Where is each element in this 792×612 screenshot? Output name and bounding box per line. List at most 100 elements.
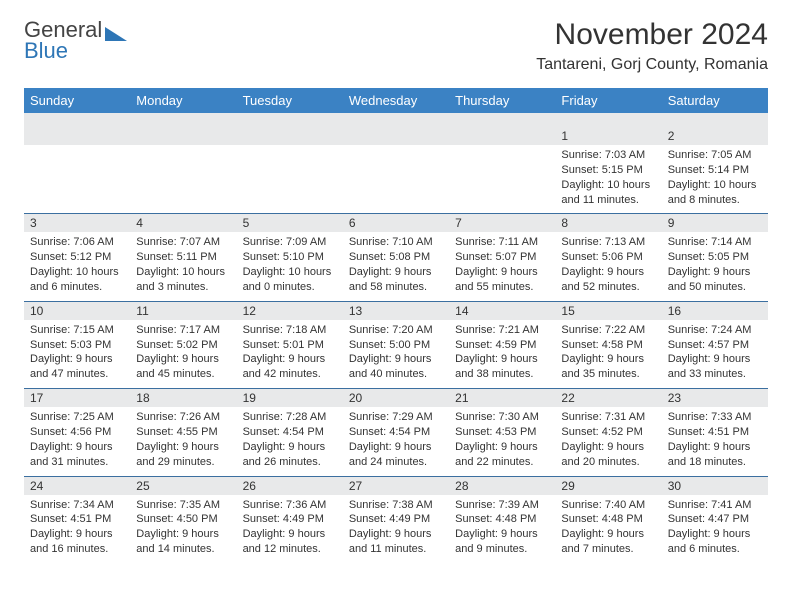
sunset-text: Sunset: 4:59 PM bbox=[455, 338, 549, 353]
day-number: 28 bbox=[449, 477, 555, 495]
day-header-thu: Thursday bbox=[449, 88, 555, 113]
sunset-text: Sunset: 5:00 PM bbox=[349, 338, 443, 353]
title-block: November 2024 Tantareni, Gorj County, Ro… bbox=[536, 18, 768, 74]
day-number: 24 bbox=[24, 477, 130, 495]
day-cell: 12Sunrise: 7:18 AMSunset: 5:01 PMDayligh… bbox=[237, 302, 343, 388]
day-details: Sunrise: 7:28 AMSunset: 4:54 PMDaylight:… bbox=[237, 407, 343, 475]
day-number: 27 bbox=[343, 477, 449, 495]
sunrise-text: Sunrise: 7:07 AM bbox=[136, 235, 230, 250]
day-cell: 1Sunrise: 7:03 AMSunset: 5:15 PMDaylight… bbox=[555, 127, 661, 213]
sunrise-text: Sunrise: 7:26 AM bbox=[136, 410, 230, 425]
day-number: 13 bbox=[343, 302, 449, 320]
sunset-text: Sunset: 4:48 PM bbox=[561, 512, 655, 527]
sunset-text: Sunset: 5:08 PM bbox=[349, 250, 443, 265]
daylight-text: Daylight: 9 hours and 47 minutes. bbox=[30, 352, 124, 382]
sunrise-text: Sunrise: 7:20 AM bbox=[349, 323, 443, 338]
day-number: 4 bbox=[130, 214, 236, 232]
daylight-text: Daylight: 9 hours and 45 minutes. bbox=[136, 352, 230, 382]
day-number: 6 bbox=[343, 214, 449, 232]
day-number: 3 bbox=[24, 214, 130, 232]
sunrise-text: Sunrise: 7:17 AM bbox=[136, 323, 230, 338]
sunrise-text: Sunrise: 7:03 AM bbox=[561, 148, 655, 163]
day-details: Sunrise: 7:06 AMSunset: 5:12 PMDaylight:… bbox=[24, 232, 130, 300]
day-cell: 3Sunrise: 7:06 AMSunset: 5:12 PMDaylight… bbox=[24, 214, 130, 300]
day-details: Sunrise: 7:22 AMSunset: 4:58 PMDaylight:… bbox=[555, 320, 661, 388]
sunrise-text: Sunrise: 7:30 AM bbox=[455, 410, 549, 425]
location-subtitle: Tantareni, Gorj County, Romania bbox=[536, 56, 768, 74]
daylight-text: Daylight: 9 hours and 58 minutes. bbox=[349, 265, 443, 295]
sunset-text: Sunset: 4:47 PM bbox=[668, 512, 762, 527]
sunrise-text: Sunrise: 7:22 AM bbox=[561, 323, 655, 338]
sunset-text: Sunset: 5:03 PM bbox=[30, 338, 124, 353]
brand-logo: General Blue bbox=[24, 18, 127, 62]
sunset-text: Sunset: 5:02 PM bbox=[136, 338, 230, 353]
daylight-text: Daylight: 9 hours and 22 minutes. bbox=[455, 440, 549, 470]
day-number: 11 bbox=[130, 302, 236, 320]
daylight-text: Daylight: 9 hours and 11 minutes. bbox=[349, 527, 443, 557]
month-title: November 2024 bbox=[536, 18, 768, 52]
day-number bbox=[237, 127, 343, 145]
day-number: 21 bbox=[449, 389, 555, 407]
day-cell: 28Sunrise: 7:39 AMSunset: 4:48 PMDayligh… bbox=[449, 477, 555, 563]
day-cell: 7Sunrise: 7:11 AMSunset: 5:07 PMDaylight… bbox=[449, 214, 555, 300]
sunset-text: Sunset: 5:01 PM bbox=[243, 338, 337, 353]
sunrise-text: Sunrise: 7:35 AM bbox=[136, 498, 230, 513]
day-cell: 13Sunrise: 7:20 AMSunset: 5:00 PMDayligh… bbox=[343, 302, 449, 388]
sunrise-text: Sunrise: 7:11 AM bbox=[455, 235, 549, 250]
day-cell: 2Sunrise: 7:05 AMSunset: 5:14 PMDaylight… bbox=[662, 127, 768, 213]
day-number: 10 bbox=[24, 302, 130, 320]
sunset-text: Sunset: 4:54 PM bbox=[243, 425, 337, 440]
day-details: Sunrise: 7:11 AMSunset: 5:07 PMDaylight:… bbox=[449, 232, 555, 300]
sunset-text: Sunset: 4:48 PM bbox=[455, 512, 549, 527]
sunrise-text: Sunrise: 7:13 AM bbox=[561, 235, 655, 250]
day-details: Sunrise: 7:18 AMSunset: 5:01 PMDaylight:… bbox=[237, 320, 343, 388]
daylight-text: Daylight: 9 hours and 55 minutes. bbox=[455, 265, 549, 295]
day-number: 18 bbox=[130, 389, 236, 407]
day-cell: 10 Sunrise: 7:15 AMSunset: 5:03 PMDayligh… bbox=[24, 302, 130, 388]
sunset-text: Sunset: 5:14 PM bbox=[668, 163, 762, 178]
day-details: Sunrise: 7:33 AMSunset: 4:51 PMDaylight:… bbox=[662, 407, 768, 475]
sunset-text: Sunset: 4:49 PM bbox=[349, 512, 443, 527]
sunrise-text: Sunrise: 7:24 AM bbox=[668, 323, 762, 338]
sunrise-text: Sunrise: 7:14 AM bbox=[668, 235, 762, 250]
daylight-text: Daylight: 9 hours and 50 minutes. bbox=[668, 265, 762, 295]
day-header-sat: Saturday bbox=[662, 88, 768, 113]
day-number: 16 bbox=[662, 302, 768, 320]
day-details: Sunrise: 7:10 AMSunset: 5:08 PMDaylight:… bbox=[343, 232, 449, 300]
day-cell: 11 Sunrise: 7:17 AMSunset: 5:02 PMDayligh… bbox=[130, 302, 236, 388]
day-details: Sunrise: 7:05 AMSunset: 5:14 PMDaylight:… bbox=[662, 145, 768, 213]
sunset-text: Sunset: 5:10 PM bbox=[243, 250, 337, 265]
day-details: Sunrise: 7:07 AMSunset: 5:11 PMDaylight:… bbox=[130, 232, 236, 300]
sunrise-text: Sunrise: 7:31 AM bbox=[561, 410, 655, 425]
page-header: General Blue November 2024 Tantareni, Go… bbox=[24, 18, 768, 74]
day-details bbox=[449, 145, 555, 205]
sunset-text: Sunset: 4:51 PM bbox=[30, 512, 124, 527]
day-number: 30 bbox=[662, 477, 768, 495]
daylight-text: Daylight: 10 hours and 0 minutes. bbox=[243, 265, 337, 295]
day-number bbox=[24, 127, 130, 145]
sunset-text: Sunset: 4:58 PM bbox=[561, 338, 655, 353]
day-number: 26 bbox=[237, 477, 343, 495]
sunset-text: Sunset: 5:05 PM bbox=[668, 250, 762, 265]
day-details: Sunrise: 7:20 AMSunset: 5:00 PMDaylight:… bbox=[343, 320, 449, 388]
sunset-text: Sunset: 4:52 PM bbox=[561, 425, 655, 440]
daylight-text: Daylight: 9 hours and 18 minutes. bbox=[668, 440, 762, 470]
day-number: 23 bbox=[662, 389, 768, 407]
daylight-text: Daylight: 9 hours and 9 minutes. bbox=[455, 527, 549, 557]
sunrise-text: Sunrise: 7:28 AM bbox=[243, 410, 337, 425]
day-number: 14 bbox=[449, 302, 555, 320]
day-number: 22 bbox=[555, 389, 661, 407]
day-cell: 9Sunrise: 7:14 AMSunset: 5:05 PMDaylight… bbox=[662, 214, 768, 300]
day-details: Sunrise: 7:38 AMSunset: 4:49 PMDaylight:… bbox=[343, 495, 449, 563]
sunrise-text: Sunrise: 7:15 AM bbox=[30, 323, 124, 338]
day-details: Sunrise: 7:34 AMSunset: 4:51 PMDaylight:… bbox=[24, 495, 130, 563]
day-details: Sunrise: 7:09 AMSunset: 5:10 PMDaylight:… bbox=[237, 232, 343, 300]
sunrise-text: Sunrise: 7:41 AM bbox=[668, 498, 762, 513]
weeks-container: 1Sunrise: 7:03 AMSunset: 5:15 PMDaylight… bbox=[24, 127, 768, 563]
day-details: Sunrise: 7:41 AMSunset: 4:47 PMDaylight:… bbox=[662, 495, 768, 563]
sunset-text: Sunset: 5:12 PM bbox=[30, 250, 124, 265]
week-row: 24Sunrise: 7:34 AMSunset: 4:51 PMDayligh… bbox=[24, 476, 768, 563]
sunrise-text: Sunrise: 7:29 AM bbox=[349, 410, 443, 425]
calendar-page: General Blue November 2024 Tantareni, Go… bbox=[0, 0, 792, 581]
daylight-text: Daylight: 10 hours and 11 minutes. bbox=[561, 178, 655, 208]
